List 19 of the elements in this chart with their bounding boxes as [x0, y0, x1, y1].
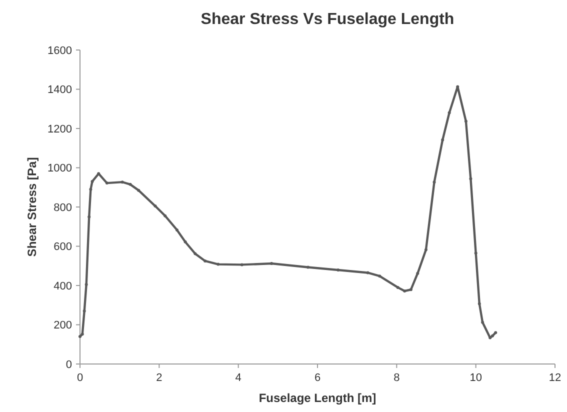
x-tick-label: 0 — [76, 372, 84, 384]
x-tick-label: 10 — [470, 372, 482, 384]
x-tick-label: 6 — [314, 372, 321, 384]
x-axis-title: Fuselage Length [m] — [258, 391, 376, 405]
y-tick-label: 1600 — [48, 44, 72, 57]
y-tick-label: 800 — [54, 202, 72, 214]
x-tick-label: 4 — [235, 372, 242, 384]
y-axis-title: Shear Stress [Pa] — [25, 157, 39, 257]
y-tick-label: 1000 — [48, 162, 72, 175]
y-tick-label: 200 — [54, 320, 72, 332]
y-tick-label: 400 — [54, 280, 72, 292]
x-tick-label: 2 — [156, 372, 162, 384]
x-tick-label: 8 — [394, 372, 400, 384]
y-tick-label: 1400 — [48, 84, 72, 96]
x-tick-label: 12 — [548, 372, 562, 384]
chart-title: Shear Stress Vs Fuselage Length — [200, 11, 454, 28]
y-tick-label: 1200 — [48, 123, 72, 136]
y-tick-label: 600 — [54, 241, 72, 254]
y-tick-label: 0 — [66, 358, 72, 371]
